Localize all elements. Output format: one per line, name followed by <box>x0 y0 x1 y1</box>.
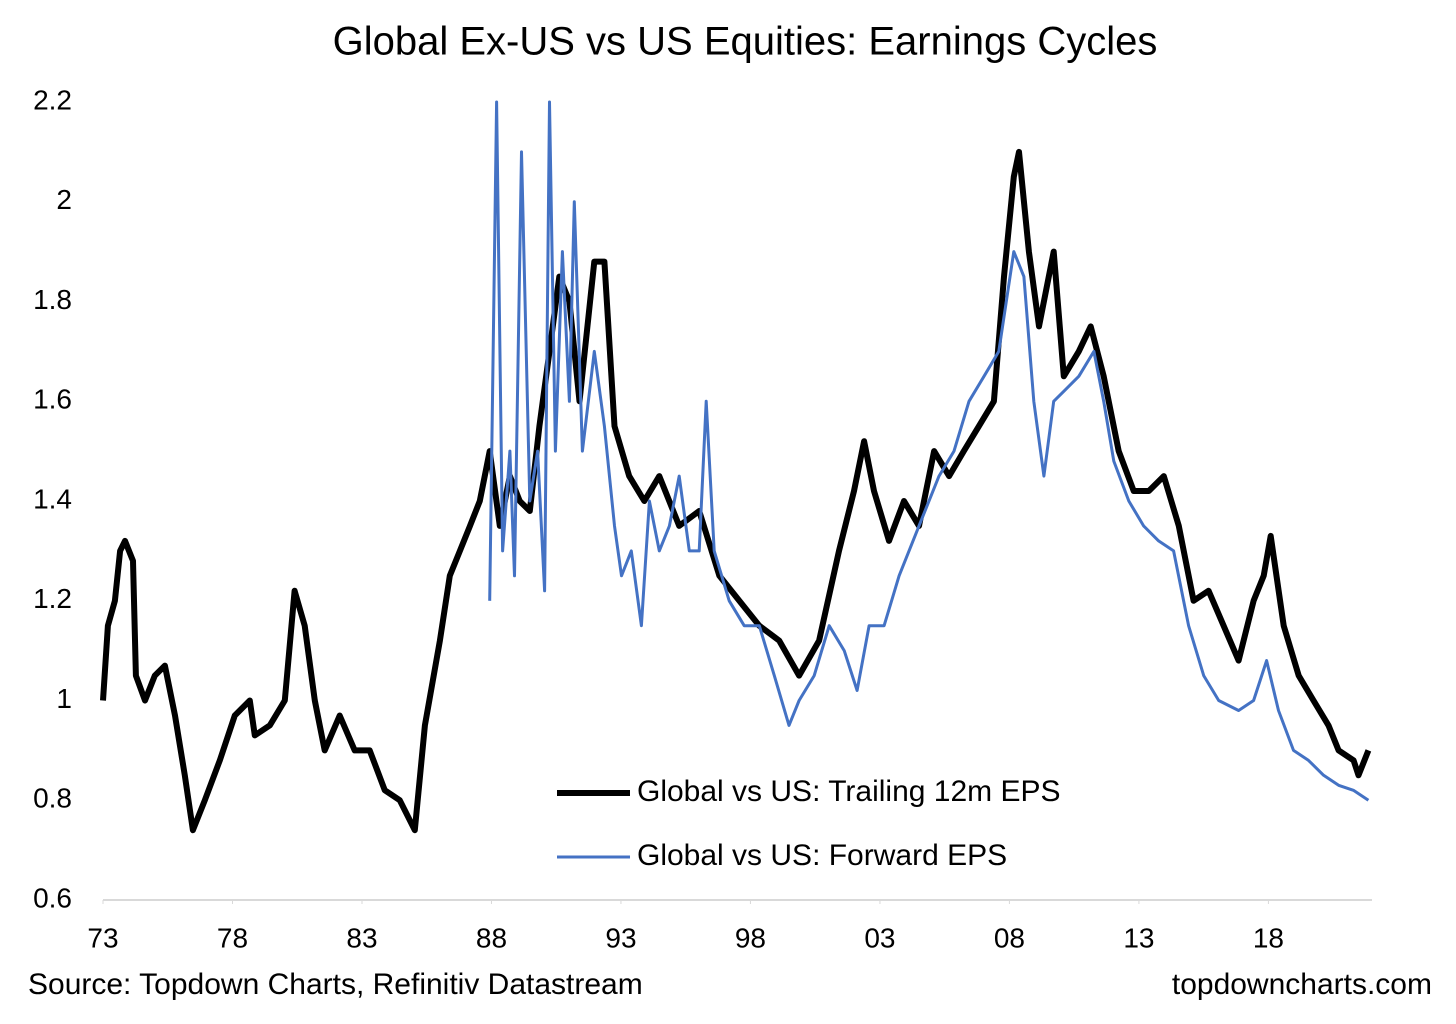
x-tick-label: 03 <box>864 922 895 953</box>
x-tick-label: 08 <box>994 922 1025 953</box>
y-tick-label: 2 <box>56 184 72 215</box>
y-tick-label: 0.6 <box>33 882 72 913</box>
legend-label: Global vs US: Trailing 12m EPS <box>637 775 1061 808</box>
series-line <box>100 148 1372 834</box>
x-tick-label: 93 <box>605 922 636 953</box>
y-tick-label: 2.2 <box>33 84 72 115</box>
x-tick-label: 18 <box>1253 922 1284 953</box>
y-tick-label: 0.8 <box>33 783 72 814</box>
x-tick-label: 98 <box>735 922 766 953</box>
chart-title: Global Ex-US vs US Equities: Earnings Cy… <box>333 20 1158 64</box>
y-tick-label: 1.6 <box>33 384 72 415</box>
x-tick-label: 73 <box>87 922 118 953</box>
series-line <box>488 100 1370 802</box>
x-tick-label: 13 <box>1123 922 1154 953</box>
y-tick-label: 1.4 <box>33 483 72 514</box>
legend-label: Global vs US: Forward EPS <box>637 839 1007 872</box>
y-tick-label: 1 <box>56 683 72 714</box>
x-tick-label: 78 <box>217 922 248 953</box>
watermark: topdowncharts.com <box>1172 968 1432 1001</box>
x-tick-label: 83 <box>346 922 377 953</box>
source-note: Source: Topdown Charts, Refinitiv Datast… <box>28 968 643 1001</box>
x-tick-label: 88 <box>476 922 507 953</box>
y-tick-label: 1.8 <box>33 284 72 315</box>
y-tick-label: 1.2 <box>33 583 72 614</box>
